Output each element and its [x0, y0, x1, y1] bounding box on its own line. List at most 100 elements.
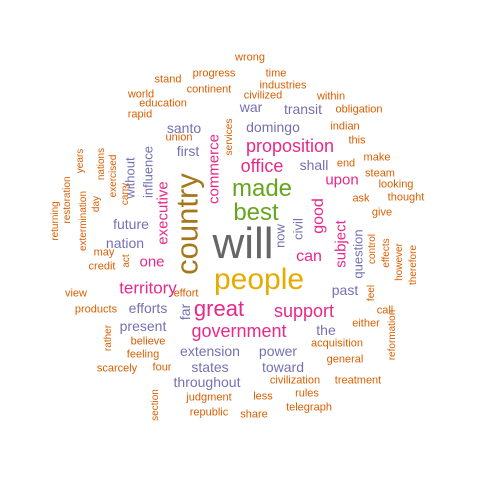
word: feel	[366, 284, 377, 302]
word: share	[240, 408, 268, 421]
word: time	[265, 67, 287, 80]
word: may	[93, 246, 115, 259]
word: call	[376, 304, 394, 317]
word: acquisition	[311, 337, 363, 350]
word: first	[176, 143, 200, 159]
word: continent	[186, 83, 232, 96]
word: steam	[365, 167, 395, 180]
word: effort	[173, 287, 199, 300]
word: reformation	[387, 309, 398, 361]
word: looking	[378, 178, 414, 191]
word: rules	[295, 387, 319, 400]
word: can	[296, 248, 322, 265]
word: territory	[119, 278, 177, 298]
word: civil	[290, 218, 306, 240]
word: industries	[259, 79, 307, 92]
word: within	[316, 90, 346, 103]
word: wrong	[235, 51, 265, 64]
word: efforts	[128, 300, 168, 316]
word: however	[394, 243, 405, 281]
word: good	[310, 198, 327, 234]
word: people	[213, 263, 305, 296]
word: believe	[130, 335, 166, 348]
word: products	[74, 303, 118, 316]
word: act	[121, 254, 132, 268]
word: general	[326, 353, 364, 366]
word: nation	[105, 235, 145, 251]
word: civilization	[269, 374, 321, 387]
word: republic	[189, 406, 229, 419]
word: best	[233, 199, 279, 226]
word: world	[127, 88, 155, 101]
word: nations	[96, 147, 107, 181]
word: make	[363, 151, 391, 164]
word: thought	[387, 191, 425, 204]
word: commerce	[205, 133, 223, 205]
word: executive	[154, 181, 172, 245]
word: states	[191, 359, 229, 375]
word: the	[316, 322, 336, 338]
word: years	[75, 148, 86, 174]
word: future	[113, 216, 149, 232]
word: office	[240, 156, 284, 176]
word: indian	[330, 120, 360, 133]
word: ask	[352, 192, 370, 205]
word: government	[191, 321, 287, 341]
word: view	[64, 287, 88, 300]
word: toward	[261, 359, 305, 375]
word: four	[152, 361, 172, 374]
word: section	[150, 389, 161, 421]
word: now	[272, 224, 288, 248]
word: subject	[332, 220, 350, 268]
word: influence	[140, 145, 156, 199]
word: obligation	[335, 103, 383, 116]
word: telegraph	[286, 401, 332, 414]
word: stand	[154, 73, 182, 86]
word: present	[119, 318, 167, 334]
word: day	[91, 195, 102, 213]
word: judgment	[186, 391, 232, 404]
word: civilized	[243, 89, 283, 102]
word: one	[139, 253, 165, 271]
word: country	[169, 173, 205, 275]
word: question	[350, 229, 366, 279]
word: exercised	[108, 154, 119, 198]
word: upon	[325, 171, 359, 189]
word: therefore	[408, 244, 419, 286]
word: rather	[103, 324, 114, 352]
word: effects	[381, 238, 392, 268]
word: war	[239, 99, 263, 115]
word: services	[224, 118, 235, 156]
word: less	[253, 390, 273, 403]
word: power	[258, 343, 298, 359]
word: extension	[180, 343, 240, 359]
word: domingo	[246, 119, 300, 135]
word: extermination	[78, 190, 89, 252]
word: feeling	[126, 348, 160, 361]
word: treatment	[334, 374, 382, 387]
word: give	[371, 206, 393, 219]
word: will	[212, 219, 274, 268]
word: rapid	[127, 108, 153, 121]
word: union	[165, 131, 193, 144]
word: scarcely	[96, 362, 138, 375]
word: throughout	[173, 374, 241, 390]
word: progress	[192, 67, 236, 80]
word: education	[139, 97, 187, 110]
word: past	[331, 282, 359, 298]
word: made	[231, 175, 293, 202]
word: credit	[88, 260, 116, 273]
word: great	[193, 296, 245, 321]
word: proposition	[245, 136, 335, 156]
word: end	[336, 157, 356, 170]
word: carry	[120, 182, 131, 206]
word: control	[367, 233, 378, 265]
word: this	[348, 134, 366, 147]
word: santo	[166, 120, 202, 136]
word: either	[352, 317, 380, 330]
word: far	[177, 303, 193, 321]
word: returning	[50, 201, 61, 241]
word: shall	[299, 157, 329, 173]
word: support	[273, 301, 335, 321]
